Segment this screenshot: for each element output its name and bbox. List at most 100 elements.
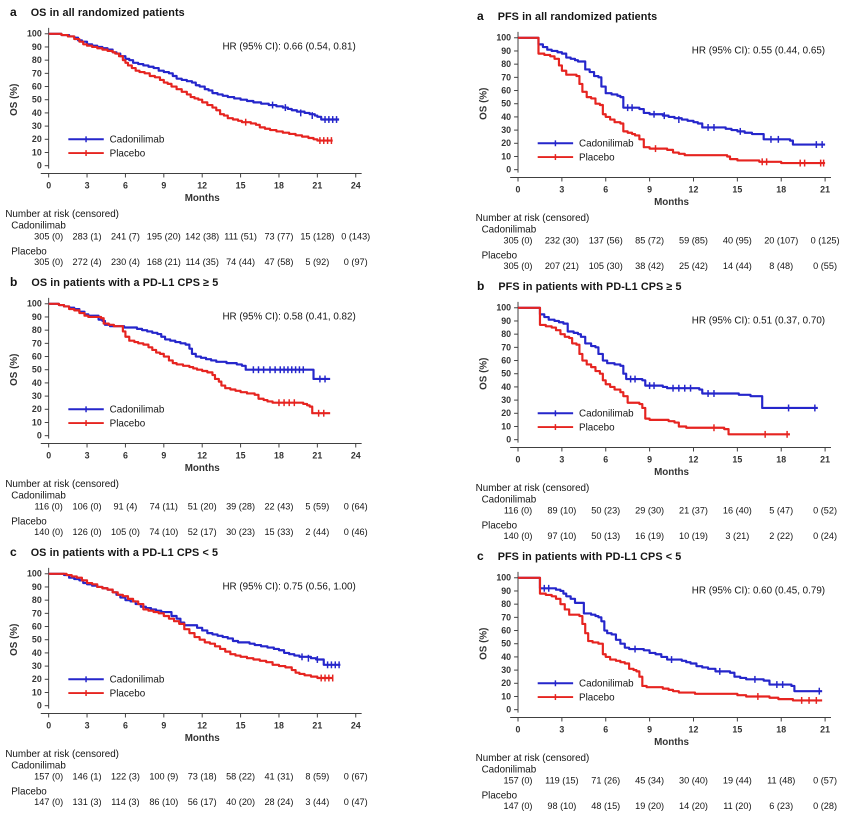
km-step-line xyxy=(48,302,331,415)
at-risk-value: 131 (3) xyxy=(73,797,102,807)
svg-text:90: 90 xyxy=(501,586,511,596)
at-risk-value: 140 (0) xyxy=(504,531,533,541)
at-risk-value: 40 (20) xyxy=(226,797,255,807)
y-axis-label: OS (%) xyxy=(9,624,20,656)
at-risk-value: 19 (20) xyxy=(635,801,664,811)
legend-label: Placebo xyxy=(110,689,146,700)
svg-text:80: 80 xyxy=(501,329,511,339)
svg-text:20: 20 xyxy=(32,404,42,414)
km-curve-placebo xyxy=(48,32,333,145)
svg-text:70: 70 xyxy=(501,612,511,622)
at-risk-table: Number at risk (censored)Cadonilimab116 … xyxy=(5,479,367,537)
svg-text:21: 21 xyxy=(312,720,322,730)
km-curve-cadonilimab xyxy=(518,576,823,695)
at-risk-value: 119 (15) xyxy=(545,775,578,785)
at-risk-value: 45 (34) xyxy=(635,775,664,785)
at-risk-value: 38 (42) xyxy=(635,261,664,271)
at-risk-value: 5 (92) xyxy=(305,257,329,267)
svg-text:0: 0 xyxy=(506,435,511,445)
panel-os-all: a OS in all randomized patients 0 10 20 30 4… xyxy=(0,0,429,270)
x-axis-label: Months xyxy=(654,467,689,478)
svg-text:0: 0 xyxy=(46,450,51,460)
legend-label: Placebo xyxy=(110,419,146,430)
svg-text:40: 40 xyxy=(32,378,42,388)
at-risk-value: 230 (4) xyxy=(111,257,140,267)
at-risk-value: 74 (44) xyxy=(226,257,255,267)
panel-pfs-all: a PFS in all randomized patients 0 10 20 30… xyxy=(429,0,858,271)
svg-text:100: 100 xyxy=(496,573,511,583)
at-risk-value: 8 (59) xyxy=(305,771,329,781)
panel-letter: c xyxy=(10,545,17,559)
at-risk-row-name: Placebo xyxy=(482,790,518,801)
km-curve-placebo xyxy=(48,302,331,417)
svg-text:15: 15 xyxy=(236,180,246,190)
at-risk-value: 97 (10) xyxy=(547,531,576,541)
svg-text:30: 30 xyxy=(501,665,511,675)
at-risk-value: 50 (13) xyxy=(591,531,620,541)
y-axis-label: OS (%) xyxy=(479,358,490,390)
svg-text:70: 70 xyxy=(501,72,511,82)
legend: Cadonilimab Placebo xyxy=(537,409,634,434)
at-risk-value: 71 (26) xyxy=(591,775,620,785)
panel-letter: b xyxy=(10,275,18,289)
svg-text:0: 0 xyxy=(506,705,511,715)
panel-letter: a xyxy=(10,5,17,19)
svg-text:30: 30 xyxy=(32,121,42,131)
y-axis: 0 10 20 30 40 50 60 70 80 90 100 OS (%) xyxy=(9,297,50,441)
at-risk-value: 305 (0) xyxy=(34,231,63,241)
svg-text:90: 90 xyxy=(32,42,42,52)
at-risk-header: Number at risk (censored) xyxy=(476,213,590,224)
at-risk-value: 0 (46) xyxy=(344,527,368,537)
at-risk-value: 39 (28) xyxy=(226,501,255,511)
legend-label: Cadonilimab xyxy=(579,409,634,420)
at-risk-value: 114 (3) xyxy=(111,797,139,807)
at-risk-value: 140 (0) xyxy=(34,527,63,537)
km-plot-pfs-cps-ge5: 0 10 20 30 40 50 60 70 80 90 100 OS (%) 0 3 6 9 12 15 18 21… xyxy=(476,301,837,541)
at-risk-value: 157 (0) xyxy=(34,771,63,781)
panel-title: PFS in patients with PD-L1 CPS < 5 xyxy=(497,551,682,563)
svg-text:60: 60 xyxy=(32,351,42,361)
svg-text:9: 9 xyxy=(647,454,652,464)
svg-text:80: 80 xyxy=(501,59,511,69)
at-risk-value: 100 (9) xyxy=(149,771,178,781)
svg-text:6: 6 xyxy=(603,184,608,194)
x-axis-label: Months xyxy=(185,463,220,474)
svg-text:0: 0 xyxy=(506,165,511,175)
at-risk-row-name: Placebo xyxy=(11,246,47,257)
panel-header: c PFS in patients with PD-L1 CPS < 5 xyxy=(429,540,858,564)
at-risk-row-name: Placebo xyxy=(482,250,518,261)
svg-text:24: 24 xyxy=(351,450,361,460)
svg-text:18: 18 xyxy=(274,450,284,460)
svg-text:15: 15 xyxy=(732,184,742,194)
panel-title: OS in all randomized patients xyxy=(30,7,185,19)
at-risk-value: 0 (28) xyxy=(813,801,837,811)
at-risk-value: 15 (128) xyxy=(300,231,334,241)
km-curve-placebo xyxy=(518,576,823,704)
legend-label: Cadonilimab xyxy=(579,679,634,690)
at-risk-value: 0 (143) xyxy=(341,231,370,241)
legend-label: Placebo xyxy=(579,693,615,704)
at-risk-value: 11 (20) xyxy=(723,801,751,811)
panel-header: a OS in all randomized patients xyxy=(0,0,429,20)
at-risk-row-name: Placebo xyxy=(11,786,47,797)
x-axis-label: Months xyxy=(654,737,689,748)
hr-annotation: HR (95% CI): 0.75 (0.56, 1.00) xyxy=(222,582,355,593)
svg-text:12: 12 xyxy=(689,454,699,464)
panel-header: c OS in patients with a PD-L1 CPS < 5 xyxy=(0,540,429,560)
at-risk-value: 0 (97) xyxy=(344,257,368,267)
at-risk-value: 142 (38) xyxy=(185,231,219,241)
at-risk-value: 73 (77) xyxy=(264,231,293,241)
at-risk-value: 16 (40) xyxy=(723,505,752,515)
svg-text:3: 3 xyxy=(559,184,564,194)
km-curve-cadonilimab xyxy=(48,302,331,383)
legend-label: Placebo xyxy=(579,423,615,434)
at-risk-value: 41 (31) xyxy=(264,771,293,781)
at-risk-value: 147 (0) xyxy=(34,797,63,807)
svg-text:24: 24 xyxy=(351,180,361,190)
svg-text:12: 12 xyxy=(197,180,207,190)
svg-text:18: 18 xyxy=(776,454,786,464)
svg-text:9: 9 xyxy=(647,724,652,734)
at-risk-value: 74 (11) xyxy=(150,501,178,511)
x-axis-label: Months xyxy=(185,193,220,204)
at-risk-value: 126 (0) xyxy=(73,527,102,537)
